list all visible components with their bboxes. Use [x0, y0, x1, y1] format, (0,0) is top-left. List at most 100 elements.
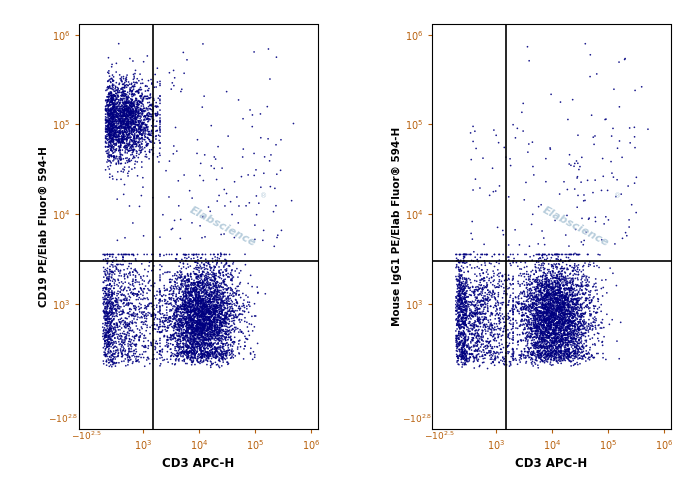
Point [488, 303, 499, 311]
Point [196, 287, 207, 295]
Point [187, 318, 198, 326]
Point [533, 307, 544, 315]
Point [115, 106, 126, 114]
Point [130, 124, 141, 132]
Point [576, 339, 587, 347]
Point [454, 296, 465, 304]
Point [190, 302, 201, 310]
Point [466, 315, 477, 323]
Point [525, 285, 536, 293]
Point [547, 294, 558, 302]
Point [103, 115, 114, 123]
Point [129, 102, 140, 110]
Point [460, 358, 471, 366]
Point [526, 337, 537, 344]
Point [176, 328, 187, 336]
Point [193, 301, 204, 309]
Point [214, 337, 225, 344]
Point [570, 326, 581, 334]
Point [568, 310, 579, 318]
Point [128, 143, 139, 151]
Point [108, 140, 119, 148]
Point [224, 295, 235, 303]
Point [455, 340, 466, 348]
Point [559, 274, 570, 282]
Point [217, 288, 228, 296]
Point [124, 112, 135, 120]
Point [190, 291, 201, 298]
Point [460, 352, 471, 360]
Point [107, 103, 118, 111]
Point [186, 304, 197, 312]
Point [195, 324, 206, 332]
Point [188, 348, 199, 356]
Point [460, 332, 471, 340]
Point [155, 343, 166, 350]
Point [195, 336, 206, 344]
Point [196, 328, 207, 336]
Point [231, 265, 242, 272]
Point [114, 144, 125, 152]
Point [557, 314, 568, 321]
Point [135, 93, 146, 101]
Point [198, 324, 209, 332]
Point [625, 139, 636, 147]
Point [557, 313, 568, 320]
Point [559, 318, 570, 326]
Point [114, 336, 125, 343]
Point [197, 350, 208, 358]
Point [113, 130, 124, 138]
Point [219, 340, 230, 348]
Point [195, 320, 206, 328]
Point [558, 299, 569, 307]
Point [100, 115, 111, 123]
Point [204, 291, 215, 298]
Point [541, 274, 552, 282]
Point [214, 289, 225, 296]
Point [105, 268, 116, 276]
Point [107, 91, 118, 99]
Point [488, 350, 499, 358]
Point [111, 124, 122, 132]
Point [514, 241, 525, 249]
Point [526, 279, 537, 287]
Point [554, 314, 565, 322]
Point [519, 303, 530, 311]
Point [212, 302, 223, 310]
Point [105, 294, 116, 302]
Point [124, 353, 135, 361]
Point [154, 308, 165, 316]
Point [539, 265, 550, 272]
Point [101, 131, 112, 139]
Point [161, 250, 172, 258]
Point [484, 296, 495, 304]
Point [539, 330, 550, 338]
Point [99, 288, 110, 295]
Point [183, 289, 194, 296]
Point [193, 301, 204, 309]
Point [134, 122, 145, 130]
Point [170, 335, 181, 343]
Point [188, 285, 199, 293]
Point [193, 289, 204, 296]
Point [549, 350, 560, 358]
Point [205, 341, 216, 349]
Point [105, 170, 116, 178]
Point [118, 73, 129, 80]
Point [182, 337, 193, 344]
Point [230, 323, 241, 331]
Point [197, 280, 208, 288]
Point [551, 321, 562, 329]
Point [103, 123, 114, 131]
Point [100, 277, 111, 285]
Point [557, 291, 568, 299]
Point [533, 339, 544, 346]
Point [557, 323, 568, 331]
Point [459, 340, 470, 348]
Point [560, 342, 571, 350]
Point [552, 298, 563, 306]
Point [451, 294, 462, 302]
Point [211, 284, 222, 292]
Point [538, 316, 549, 324]
Point [186, 344, 197, 352]
